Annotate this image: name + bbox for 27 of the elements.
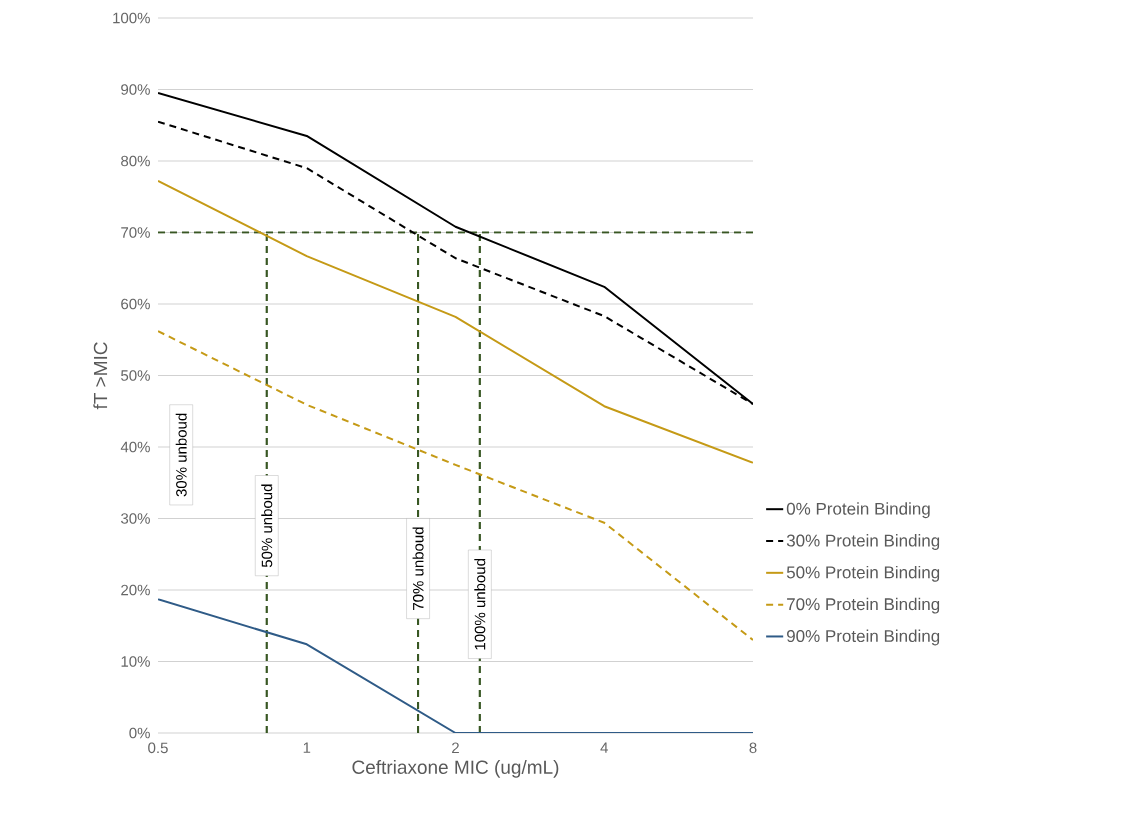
annotation: 70% unboud <box>412 527 424 610</box>
y-tick-label: 10% <box>121 656 150 667</box>
y-tick-label: 100% <box>113 12 150 24</box>
y-tick-label: 0% <box>129 727 150 739</box>
legend-label: 50% Protein Binding <box>786 565 940 582</box>
x-tick-label: 0.5 <box>148 742 168 754</box>
y-tick-label: 80% <box>121 155 150 167</box>
legend-label: 30% Protein Binding <box>786 534 940 550</box>
annotation: 100% unboud <box>474 559 486 650</box>
y-tick-label: 60% <box>121 298 150 310</box>
y-tick-label: 70% <box>121 227 150 238</box>
x-axis-title: Ceftriaxone MIC (ug/mL) <box>352 760 559 778</box>
y-tick-label: 30% <box>121 513 150 524</box>
legend-label: 90% Protein Binding <box>787 629 940 646</box>
x-tick-label: 8 <box>749 742 757 754</box>
annotation: 30% unboud <box>175 413 187 497</box>
legend-label: 70% Protein Binding <box>787 597 940 614</box>
y-tick-label: 20% <box>121 584 150 596</box>
x-tick-label: 1 <box>303 742 311 753</box>
y-axis-title: fT >MIC <box>93 342 108 410</box>
y-tick-label: 90% <box>121 84 150 95</box>
y-tick-label: 50% <box>121 370 150 381</box>
y-tick-label: 40% <box>120 441 150 453</box>
x-tick-label: 4 <box>600 742 608 753</box>
annotation: 50% unboud <box>261 484 273 568</box>
x-tick-label: 2 <box>452 742 459 753</box>
legend-label: 0% Protein Binding <box>786 502 930 519</box>
